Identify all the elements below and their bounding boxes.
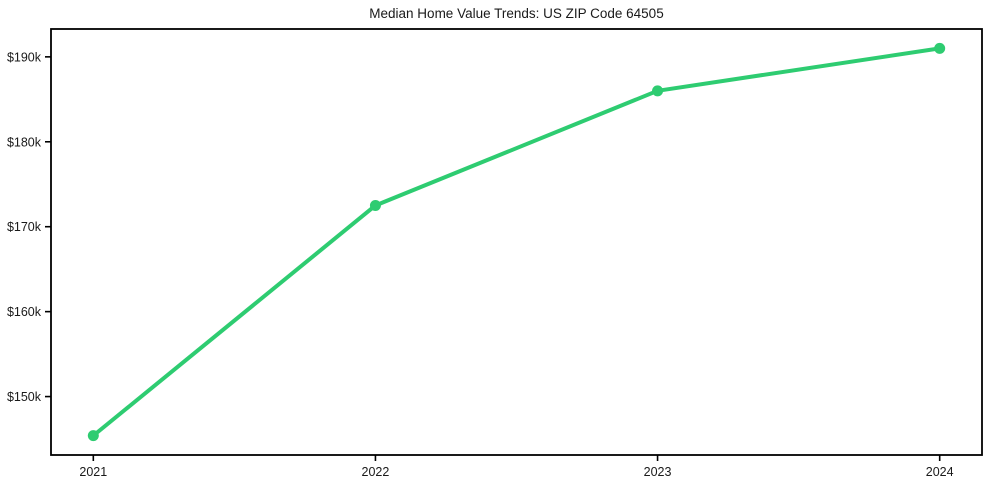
y-tick-label: $160k	[7, 305, 42, 319]
y-tick-label: $180k	[7, 135, 42, 149]
data-point-marker-2022	[369, 199, 381, 211]
plot-border	[50, 28, 983, 456]
data-point-marker-2023	[652, 85, 664, 97]
y-tick-label: $190k	[7, 50, 42, 64]
chart-title: Median Home Value Trends: US ZIP Code 64…	[369, 6, 664, 21]
y-tick-label: $150k	[7, 390, 42, 404]
y-tick-label: $170k	[7, 220, 42, 234]
x-tick-label: 2022	[362, 465, 390, 479]
data-point-marker-2024	[934, 42, 946, 54]
x-tick-label: 2024	[926, 465, 954, 479]
trend-line	[91, 46, 942, 438]
x-tick-label: 2023	[644, 465, 672, 479]
data-point-marker-2021	[87, 430, 99, 442]
x-tick-label: 2021	[79, 465, 107, 479]
